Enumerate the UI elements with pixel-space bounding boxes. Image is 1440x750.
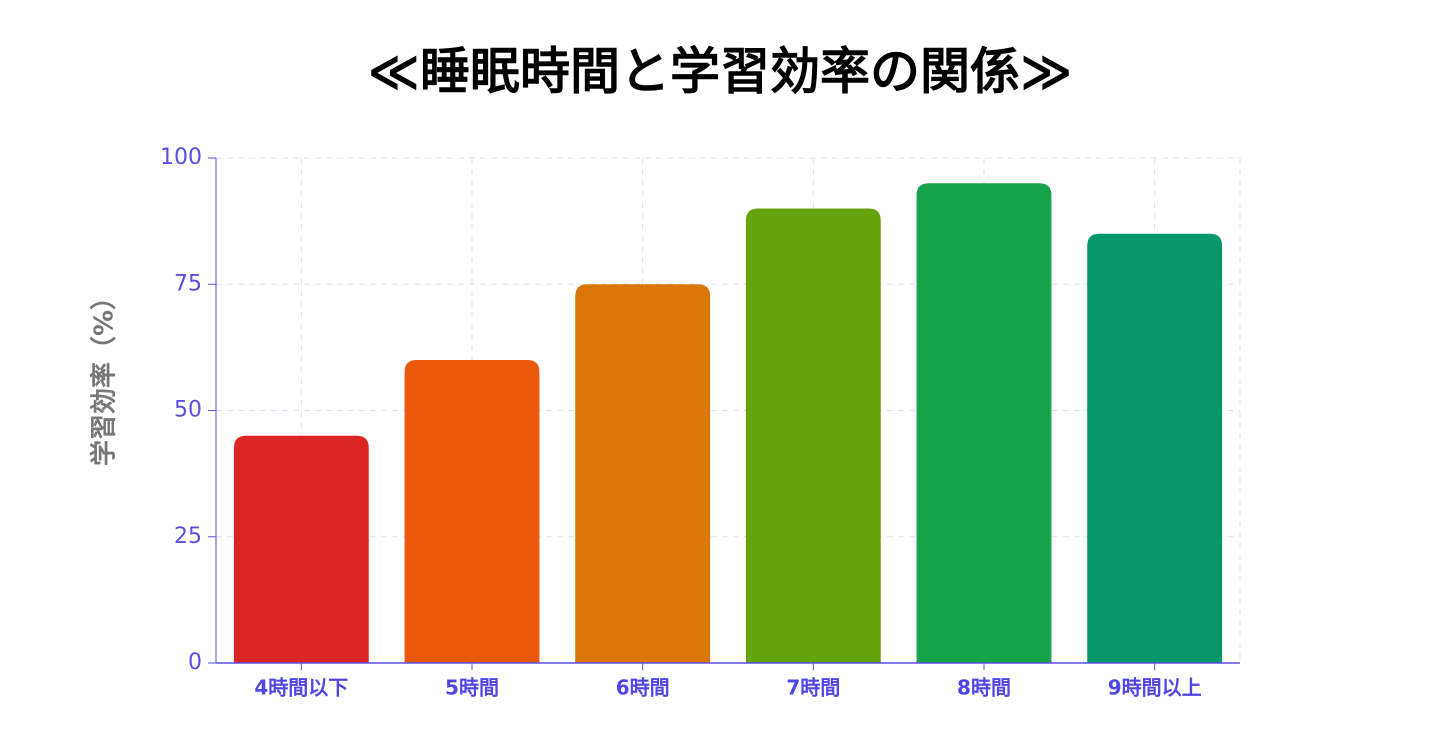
y-tick-label: 25: [174, 524, 202, 549]
chart-title: ≪睡眠時間と学習効率の関係≫: [368, 43, 1073, 101]
y-tick-label: 75: [174, 271, 202, 296]
y-tick-label: 100: [160, 145, 202, 170]
x-tick-label: 6時間: [616, 676, 670, 700]
x-tick-label: 9時間以上: [1108, 676, 1202, 700]
x-tick-label: 5時間: [445, 676, 499, 700]
bar: [404, 360, 540, 663]
y-tick-label: 0: [188, 650, 202, 675]
bar: [1087, 233, 1223, 663]
bar: [745, 208, 881, 663]
x-tick-label: 4時間以下: [254, 676, 348, 700]
y-tick-label: 50: [174, 398, 202, 423]
bar: [233, 435, 369, 663]
bar: [916, 183, 1052, 663]
x-tick-label: 8時間: [957, 676, 1011, 700]
x-tick-label: 7時間: [786, 676, 840, 700]
bar: [575, 284, 711, 663]
y-axis-label: 学習効率（%）: [89, 284, 120, 466]
